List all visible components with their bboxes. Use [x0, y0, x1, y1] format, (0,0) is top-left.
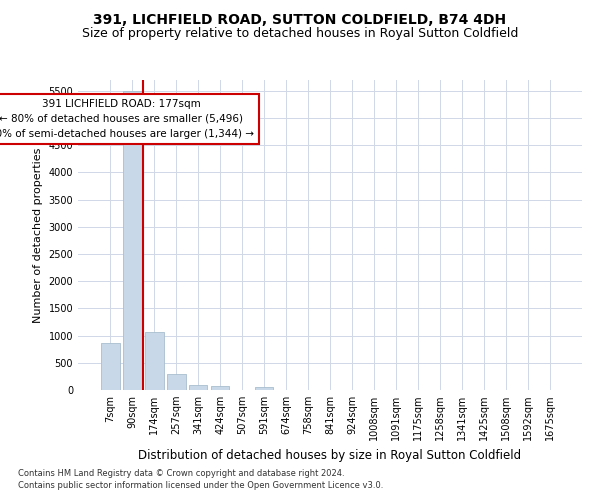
Bar — [123, 92, 142, 390]
Text: Contains HM Land Registry data © Crown copyright and database right 2024.: Contains HM Land Registry data © Crown c… — [18, 468, 344, 477]
Text: Size of property relative to detached houses in Royal Sutton Coldfield: Size of property relative to detached ho… — [82, 28, 518, 40]
Y-axis label: Number of detached properties: Number of detached properties — [33, 148, 43, 322]
Text: Contains public sector information licensed under the Open Government Licence v3: Contains public sector information licen… — [18, 481, 383, 490]
Bar — [211, 386, 229, 390]
Bar — [145, 332, 164, 390]
Bar — [167, 374, 185, 390]
Bar — [189, 385, 208, 390]
Text: 391 LICHFIELD ROAD: 177sqm
← 80% of detached houses are smaller (5,496)
20% of s: 391 LICHFIELD ROAD: 177sqm ← 80% of deta… — [0, 99, 254, 138]
Text: 391, LICHFIELD ROAD, SUTTON COLDFIELD, B74 4DH: 391, LICHFIELD ROAD, SUTTON COLDFIELD, B… — [94, 12, 506, 26]
Bar — [255, 386, 274, 390]
X-axis label: Distribution of detached houses by size in Royal Sutton Coldfield: Distribution of detached houses by size … — [139, 448, 521, 462]
Bar — [101, 342, 119, 390]
